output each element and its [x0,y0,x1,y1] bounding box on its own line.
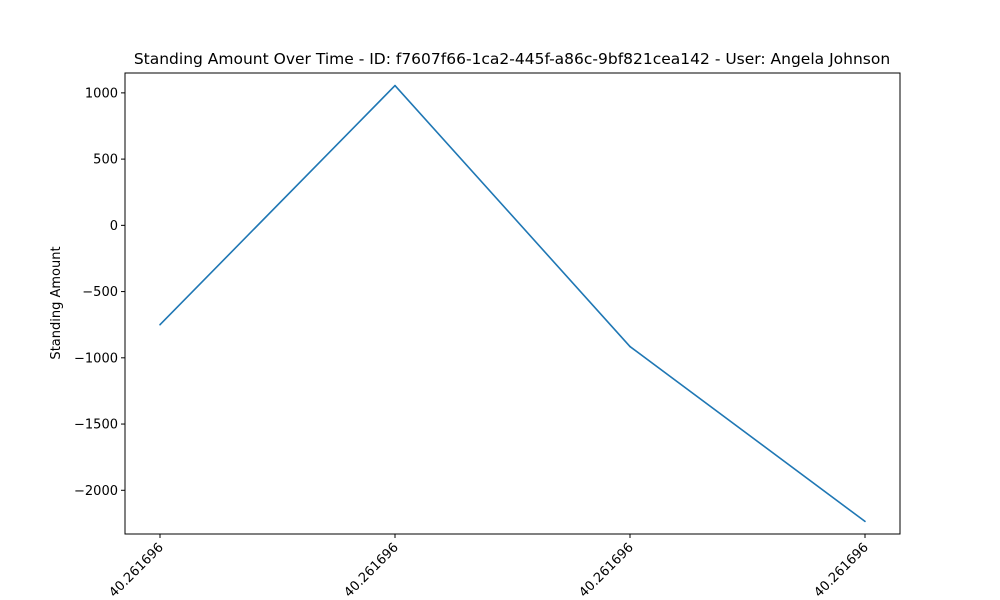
chart-title: Standing Amount Over Time - ID: f7607f66… [134,50,890,68]
x-tick-label: 40.261696 [577,540,637,600]
series-line [159,84,866,523]
data-point [159,323,161,326]
x-axis-ticks: 40.261696 40.261696 40.261696 40.261696 [107,534,872,600]
y-axis-label: Standing Amount [49,246,64,359]
data-point [864,520,866,523]
series-layer [159,84,866,523]
x-tick-label: 40.261696 [107,540,167,600]
x-tick-label: 40.261696 [342,540,402,600]
y-tick-label: 0 [110,219,118,234]
y-tick-label: −1500 [74,418,118,433]
data-point [394,84,396,87]
data-point [629,345,631,348]
y-tick-label: −1000 [74,351,118,366]
y-axis-ticks: 1000 500 0 −500 −1000 −1500 −2000 [74,86,125,499]
y-tick-label: 500 [93,153,118,168]
y-tick-label: −500 [82,285,118,300]
y-tick-label: 1000 [85,86,118,101]
x-tick-label: 40.261696 [812,540,872,600]
plot-area-frame [124,72,901,535]
y-tick-label: −2000 [74,484,118,499]
